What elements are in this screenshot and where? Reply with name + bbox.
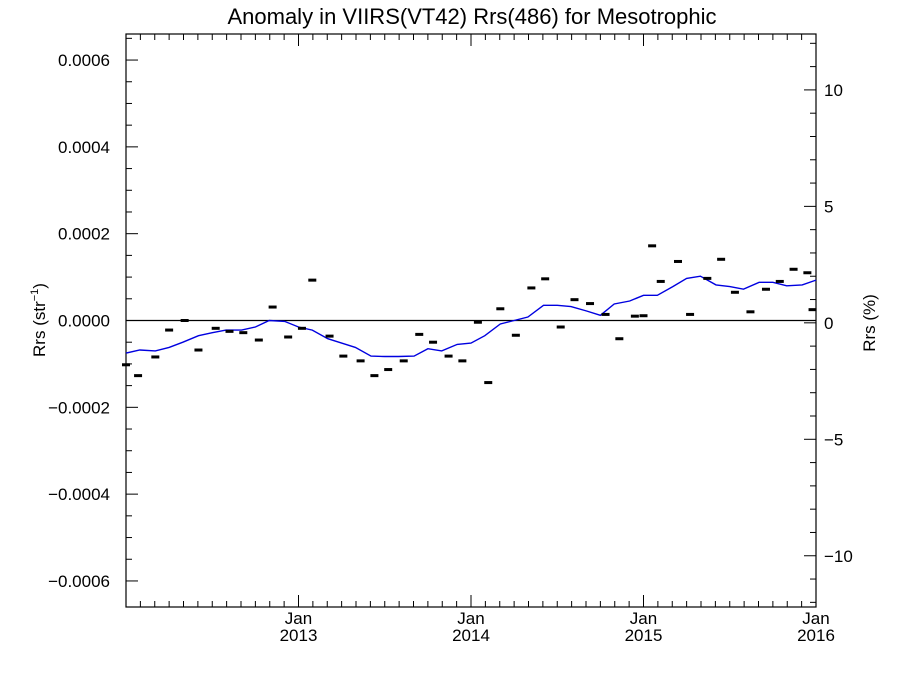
- data-point-marker: [496, 307, 505, 311]
- data-point-marker: [194, 348, 203, 352]
- data-point-marker: [746, 310, 755, 314]
- left-tick-label: 0.0000: [58, 312, 110, 331]
- x-tick-label-year: 2016: [797, 626, 835, 645]
- data-point-marker: [630, 314, 639, 318]
- left-tick-label: −0.0006: [48, 572, 110, 591]
- plot-area: 0.0006 0.0004 0.0002 0.0000 −0.0002 −0.0004 −0…: [48, 33, 853, 645]
- right-tick-label: −5: [824, 430, 843, 449]
- left-tick-label: −0.0002: [48, 398, 110, 417]
- data-point-marker: [789, 267, 798, 271]
- data-point-marker: [284, 335, 293, 339]
- left-tick-label: 0.0006: [58, 51, 110, 70]
- series-trend-line: [125, 275, 817, 358]
- data-point-marker: [556, 325, 565, 329]
- data-point-marker: [615, 337, 624, 341]
- data-point-marker: [686, 312, 695, 316]
- data-point-marker: [325, 334, 334, 338]
- right-tick-label: 0: [824, 314, 833, 333]
- data-point-marker: [151, 355, 160, 359]
- data-point-marker: [703, 276, 712, 280]
- x-tick-label-month: Jan: [802, 609, 829, 628]
- data-point-marker: [484, 381, 493, 385]
- data-point-marker: [601, 312, 610, 316]
- data-point-marker: [254, 338, 263, 342]
- data-point-marker: [239, 331, 248, 335]
- data-point-marker: [308, 278, 317, 282]
- data-point-marker: [639, 314, 648, 318]
- data-point-marker: [674, 259, 682, 263]
- data-point-marker: [370, 374, 379, 378]
- left-axis: 0.0006 0.0004 0.0002 0.0000 −0.0002 −0.0004 −0…: [48, 37, 138, 591]
- left-tick-label: 0.0002: [58, 225, 110, 244]
- data-point-marker: [656, 279, 665, 283]
- x-tick-label-month: Jan: [630, 609, 657, 628]
- y-axis-left-label: Rrs (str−1): [29, 283, 49, 357]
- x-tick-label-year: 2015: [625, 626, 663, 645]
- data-point-marker: [648, 244, 657, 248]
- data-point-marker: [165, 328, 174, 332]
- data-point-marker: [808, 308, 817, 312]
- data-point-marker: [134, 374, 143, 378]
- left-tick-label: 0.0004: [58, 138, 110, 157]
- right-tick-label: 5: [824, 197, 833, 216]
- data-point-marker: [444, 354, 453, 358]
- x-tick-label-year: 2013: [280, 626, 318, 645]
- data-point-marker: [586, 302, 595, 306]
- data-point-marker: [180, 319, 189, 322]
- data-point-marker: [415, 332, 424, 336]
- right-tick-label: 10: [824, 81, 843, 100]
- data-point-marker: [541, 277, 550, 281]
- data-point-marker: [429, 340, 438, 344]
- right-axis: 10 5 0 −5 −10: [804, 42, 853, 603]
- data-point-marker: [761, 287, 770, 291]
- series-points: [122, 244, 817, 385]
- chart-title: Anomaly in VIIRS(VT42) Rrs(486) for Meso…: [227, 4, 716, 29]
- data-point-marker: [527, 286, 536, 290]
- data-point-marker: [458, 359, 467, 363]
- data-point-marker: [775, 279, 784, 283]
- data-point-marker: [268, 305, 277, 309]
- data-point-marker: [473, 320, 482, 324]
- right-tick-label: −10: [824, 547, 853, 566]
- x-tick-label-month: Jan: [285, 609, 312, 628]
- y-axis-right-label: Rrs (%): [860, 294, 879, 352]
- data-point-marker: [211, 326, 220, 330]
- data-point-marker: [356, 359, 365, 363]
- x-tick-label-year: 2014: [452, 626, 490, 645]
- data-point-marker: [511, 333, 520, 337]
- data-point-marker: [339, 354, 348, 358]
- x-tick-label-month: Jan: [457, 609, 484, 628]
- data-point-marker: [122, 363, 130, 367]
- data-point-marker: [384, 368, 393, 372]
- data-point-marker: [297, 326, 306, 330]
- data-point-marker: [717, 257, 726, 261]
- left-tick-label: −0.0004: [48, 485, 110, 504]
- data-point-marker: [570, 298, 579, 302]
- data-point-marker: [225, 329, 234, 333]
- data-point-marker: [399, 359, 408, 363]
- data-point-marker: [730, 290, 739, 294]
- data-point-marker: [803, 271, 812, 275]
